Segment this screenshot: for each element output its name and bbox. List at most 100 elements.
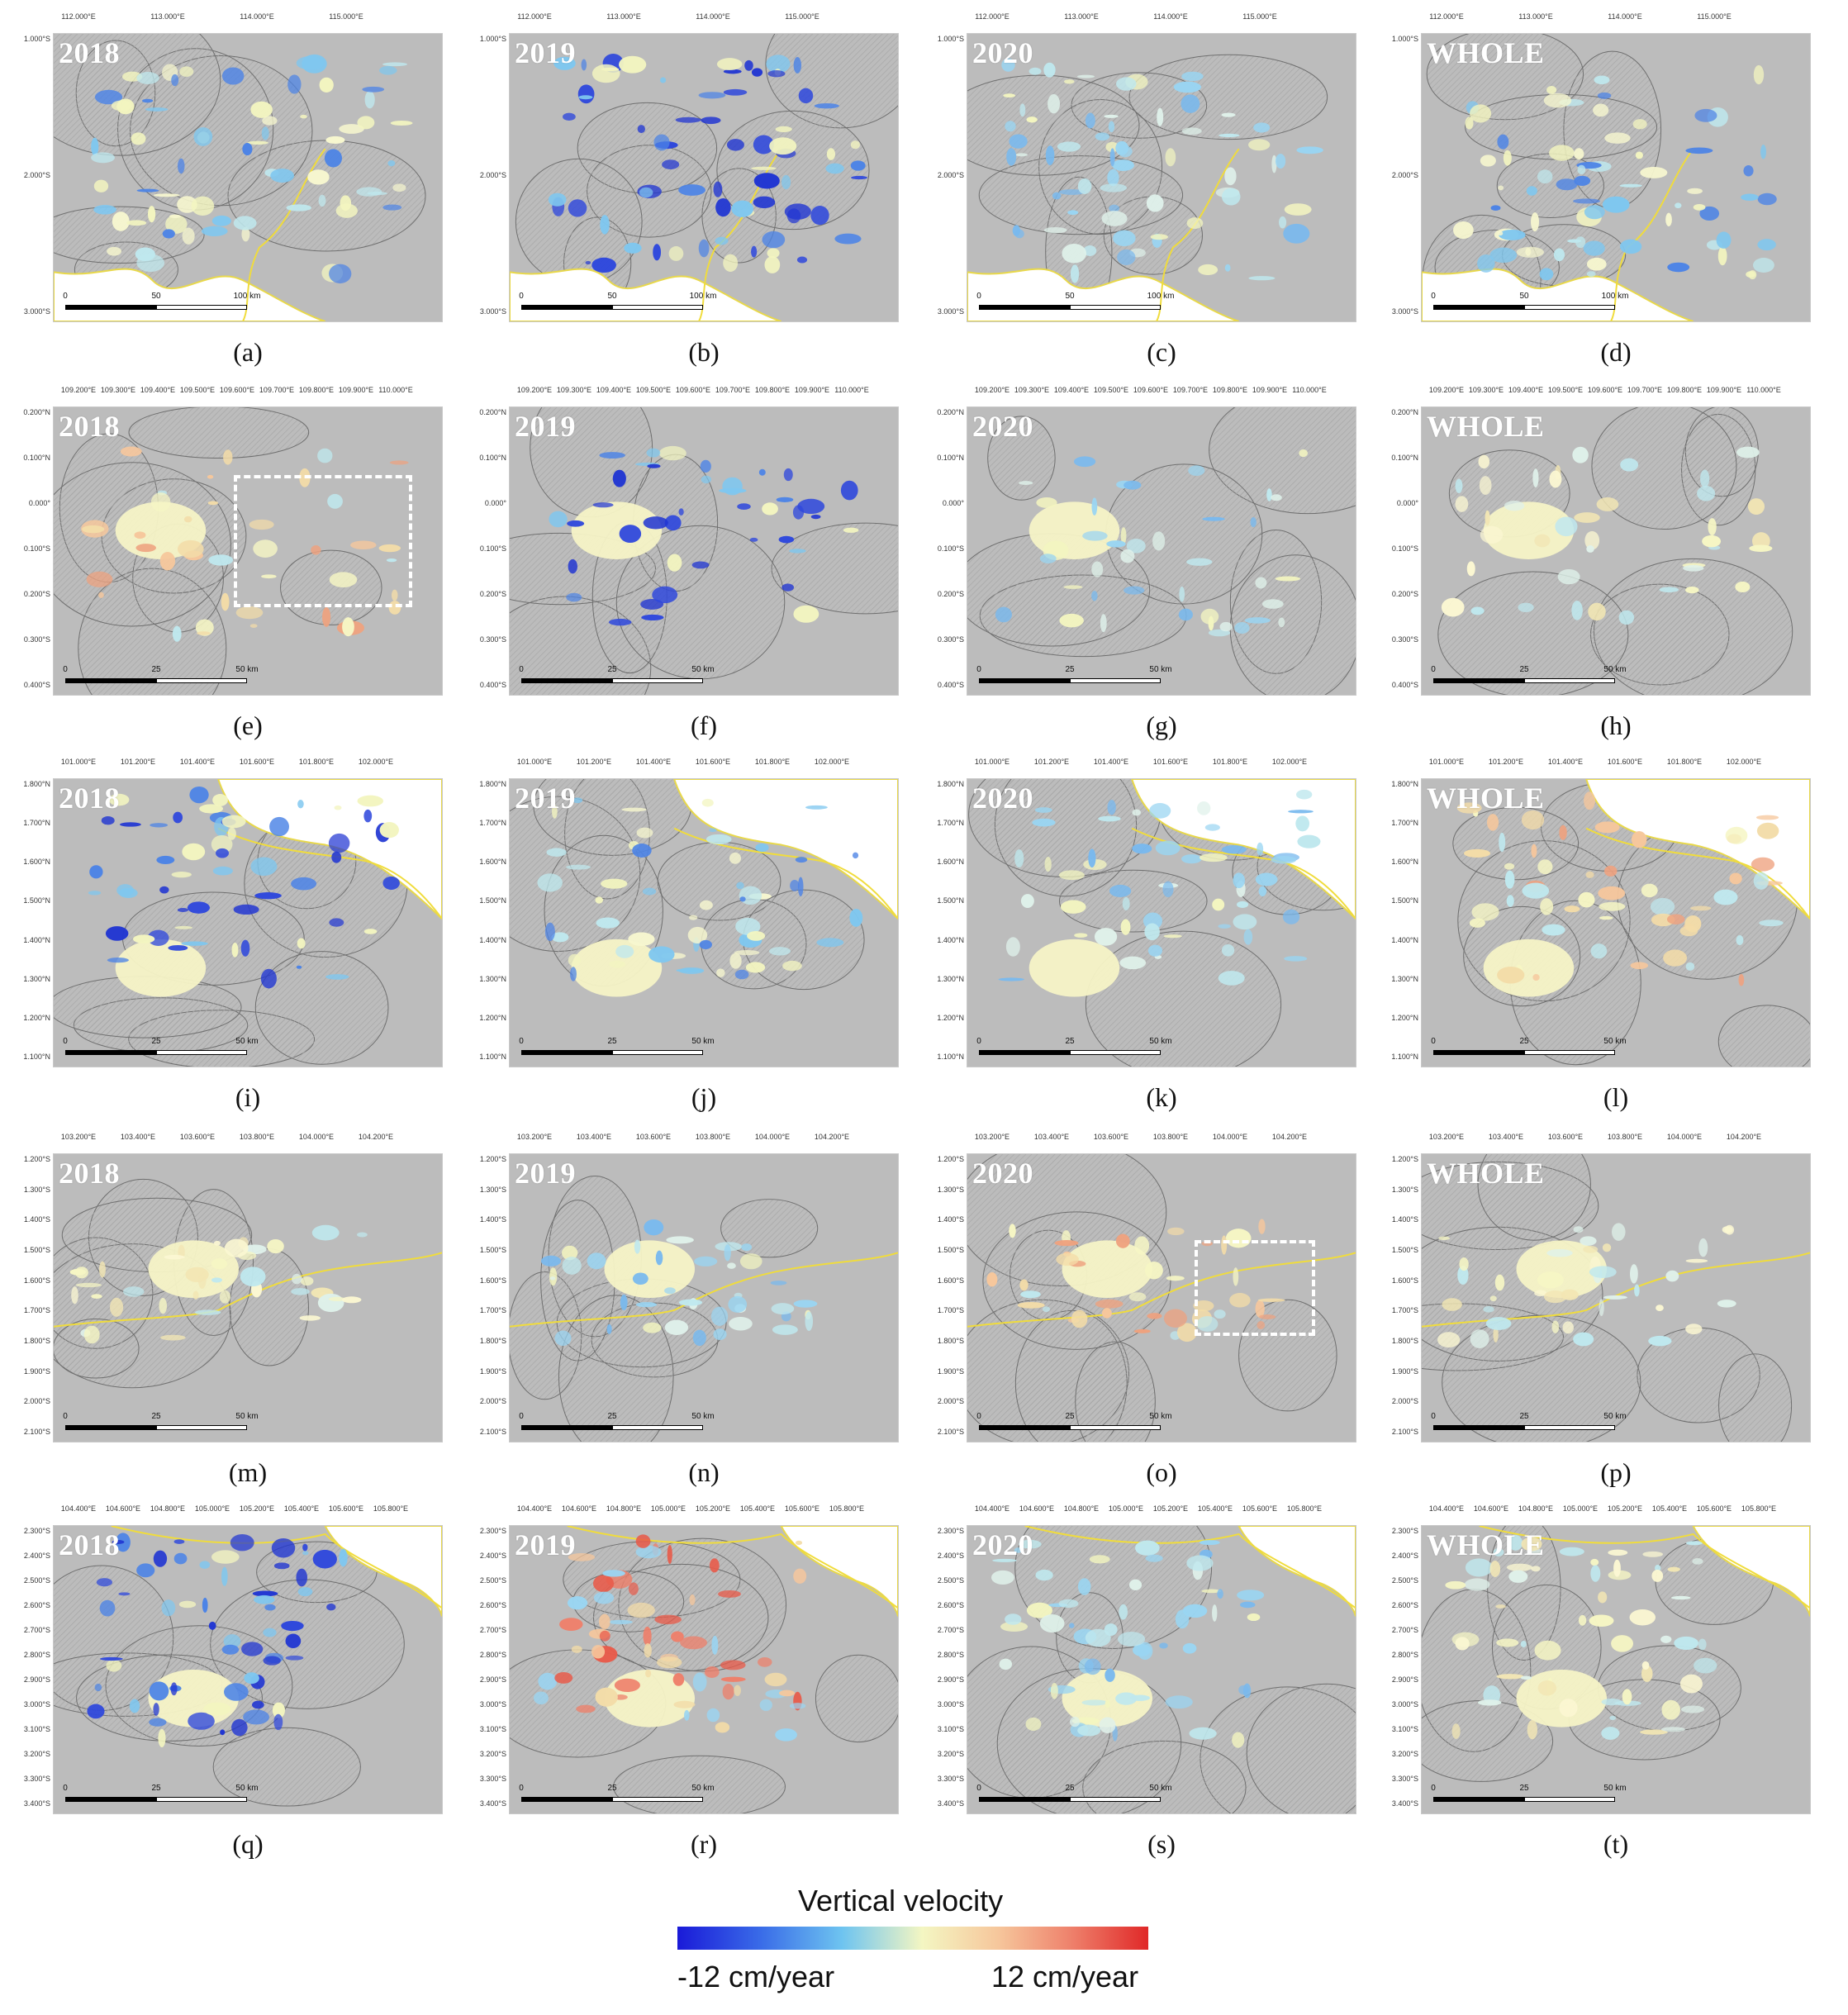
latitude-tick-label: 1.700°S bbox=[479, 1306, 506, 1315]
latitude-ticks: 1.000°S 2.000°S 3.000°S bbox=[2, 34, 50, 321]
latitude-tick-label: 1.800°N bbox=[23, 780, 50, 788]
velocity-patch bbox=[642, 887, 657, 896]
velocity-patch bbox=[621, 807, 647, 812]
velocity-patch bbox=[211, 834, 233, 854]
velocity-patch bbox=[182, 843, 206, 861]
latitude-tick-label: 1.800°N bbox=[1391, 780, 1418, 788]
velocity-patch bbox=[199, 804, 224, 814]
velocity-patch bbox=[1478, 454, 1490, 469]
velocity-patch bbox=[1578, 1614, 1587, 1626]
velocity-patch bbox=[1699, 206, 1720, 221]
velocity-patch bbox=[1150, 234, 1168, 240]
latitude-tick-label: 1.400°N bbox=[937, 935, 964, 944]
velocity-patch bbox=[188, 1712, 215, 1730]
year-label: 2019 bbox=[515, 1157, 576, 1190]
velocity-patch bbox=[357, 116, 375, 130]
velocity-patch bbox=[741, 1243, 753, 1252]
scale-bar-label: 0 bbox=[63, 1037, 68, 1046]
latitude-tick-label: 1.800°S bbox=[23, 1337, 50, 1345]
velocity-patch bbox=[159, 886, 169, 894]
scale-bar-label: 100 km bbox=[1147, 292, 1175, 301]
velocity-patch bbox=[1759, 920, 1784, 927]
velocity-patch bbox=[1693, 204, 1706, 211]
velocity-patch bbox=[212, 866, 233, 876]
velocity-patch bbox=[598, 1613, 610, 1630]
velocity-patch bbox=[1001, 58, 1015, 72]
boundary-line bbox=[217, 827, 442, 920]
panel-caption: (a) bbox=[233, 337, 263, 367]
scale-bar: 0 25 50 km bbox=[63, 1784, 259, 1802]
velocity-patch bbox=[1014, 1547, 1023, 1553]
velocity-patch bbox=[1632, 119, 1647, 130]
velocity-patch bbox=[1032, 818, 1056, 827]
velocity-patch bbox=[1549, 470, 1562, 488]
velocity-patch bbox=[1271, 855, 1297, 864]
latitude-tick-label: 3.200°S bbox=[937, 1750, 964, 1758]
velocity-patch bbox=[1009, 1224, 1016, 1238]
velocity-patch bbox=[538, 1672, 558, 1690]
velocity-patch bbox=[795, 857, 808, 863]
velocity-patch bbox=[595, 896, 604, 904]
latitude-tick-label: 0.400°S bbox=[23, 681, 50, 689]
velocity-patch bbox=[94, 89, 123, 105]
latitude-tick-label: 0.100°S bbox=[1391, 544, 1418, 553]
longitude-tick-label: 103.800°E bbox=[1607, 1133, 1643, 1141]
longitude-tick-label: 101.600°E bbox=[1152, 758, 1189, 766]
velocity-patch bbox=[1508, 1534, 1523, 1551]
velocity-patch bbox=[1601, 1727, 1620, 1740]
velocity-patch bbox=[1641, 1661, 1650, 1670]
velocity-patch bbox=[658, 445, 686, 461]
scale-bar-label: 50 km bbox=[235, 665, 259, 674]
velocity-patch bbox=[1575, 236, 1586, 249]
velocity-patch bbox=[576, 1704, 596, 1713]
scale-bar: 0 25 50 km bbox=[976, 1784, 1172, 1802]
velocity-patch bbox=[1052, 192, 1062, 200]
hatched-area bbox=[212, 1727, 361, 1807]
velocity-patch bbox=[88, 891, 102, 896]
velocity-patch bbox=[816, 938, 844, 948]
longitude-tick-label: 104.800°E bbox=[606, 1504, 642, 1513]
longitude-tick-label: 110.000°E bbox=[1746, 386, 1781, 394]
scale-bar-label: 0 bbox=[63, 1412, 68, 1421]
velocity-patch bbox=[751, 68, 763, 77]
latitude-tick-label: 2.700°S bbox=[1391, 1626, 1418, 1634]
velocity-patch bbox=[311, 1224, 340, 1241]
year-label: 2020 bbox=[972, 410, 1033, 443]
velocity-patch bbox=[1700, 469, 1710, 488]
map-canvas bbox=[1422, 779, 1810, 1067]
velocity-patch bbox=[1019, 481, 1033, 485]
velocity-patch bbox=[615, 944, 634, 958]
velocity-patch bbox=[1489, 1561, 1501, 1577]
velocity-patch bbox=[1073, 456, 1096, 468]
velocity-patch bbox=[1005, 1613, 1022, 1625]
velocity-patch bbox=[273, 1562, 290, 1570]
velocity-patch bbox=[339, 1548, 348, 1567]
velocity-patch bbox=[1107, 169, 1119, 187]
velocity-patch bbox=[1608, 1570, 1632, 1580]
figure-grid: 2018 0 50 100 km 112.000°E 113.000°E 114.000°E… bbox=[2, 12, 1811, 1859]
velocity-patch bbox=[300, 1276, 314, 1286]
velocity-patch bbox=[261, 574, 277, 579]
scale-bar-white bbox=[156, 678, 247, 683]
velocity-patch bbox=[1498, 185, 1504, 191]
velocity-patch bbox=[1577, 164, 1586, 175]
longitude-tick-label: 115.000°E bbox=[1242, 12, 1277, 21]
velocity-patch bbox=[1278, 216, 1287, 229]
latitude-tick-label: 1.300°N bbox=[479, 974, 506, 983]
velocity-patch bbox=[1590, 1565, 1601, 1582]
velocity-patch bbox=[673, 1700, 696, 1708]
velocity-patch bbox=[1244, 617, 1271, 624]
velocity-patch bbox=[252, 1590, 278, 1597]
velocity-patch bbox=[119, 822, 141, 827]
velocity-patch bbox=[391, 589, 398, 601]
longitude-tick-label: 105.800°E bbox=[1741, 1504, 1777, 1513]
velocity-patch bbox=[1221, 943, 1235, 957]
velocity-patch bbox=[1117, 1632, 1146, 1647]
velocity-patch bbox=[643, 1626, 652, 1646]
velocity-patch bbox=[145, 107, 169, 112]
scale-bar: 0 25 50 km bbox=[519, 1784, 715, 1802]
velocity-patch bbox=[329, 918, 344, 927]
velocity-patch bbox=[1077, 178, 1092, 194]
urban-area bbox=[1062, 1240, 1153, 1298]
velocity-patch bbox=[744, 59, 753, 71]
